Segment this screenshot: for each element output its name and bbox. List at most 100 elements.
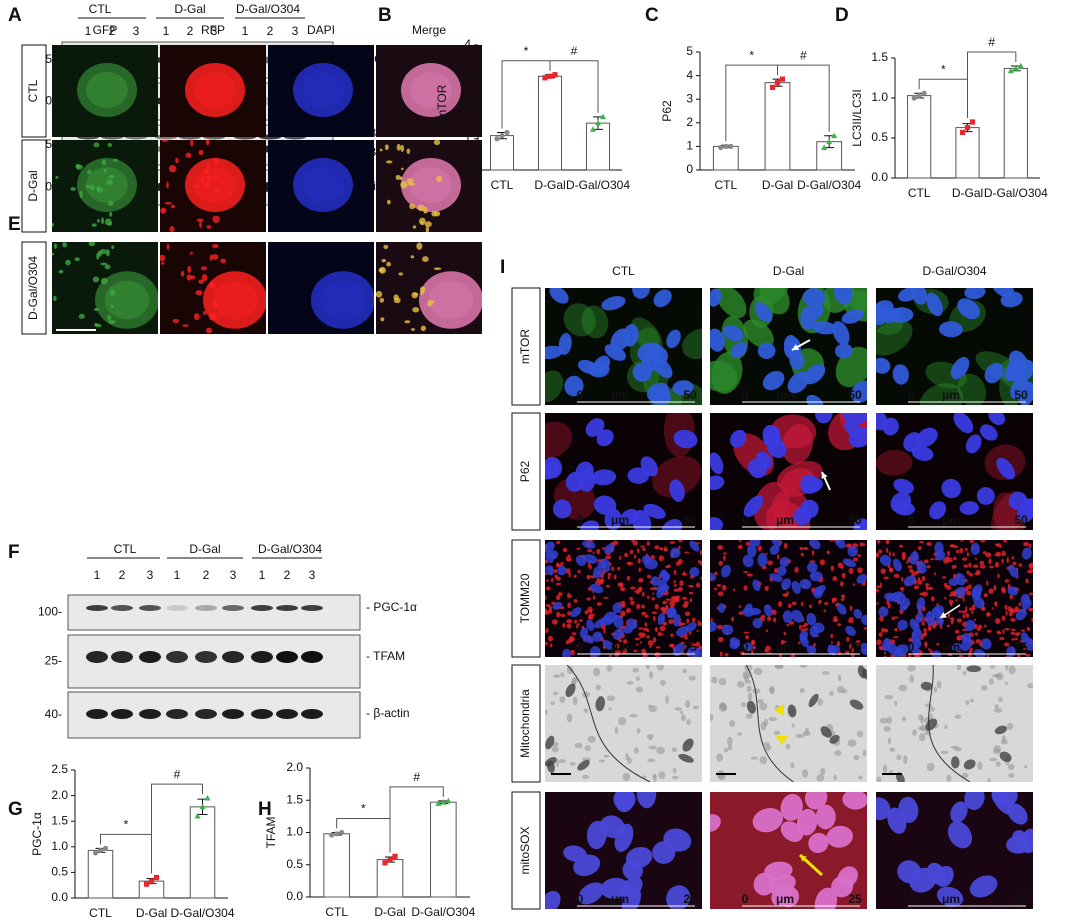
data-point [1007,67,1014,74]
cell-blob [746,573,753,577]
cell-blob [906,665,916,672]
band-label: - TFAM [366,649,405,663]
row-label: D-Gal [26,170,40,201]
cell-blob [794,566,799,573]
significance-bracket [389,786,444,853]
cell-blob [994,600,998,607]
cell-blob [842,558,857,568]
data-point [728,143,734,149]
cell-blob [107,314,112,321]
cell-blob [384,144,389,151]
cell-blob [381,258,387,263]
cell-blob [716,753,724,762]
cell-blob [1001,558,1004,564]
column-heading: GFP [93,23,118,37]
panel-label: A [8,5,22,26]
cell-blob [994,561,999,568]
cell-blob [998,696,1003,702]
cell-blob [893,478,915,494]
cell-blob [898,796,919,824]
scale-bar-label: μm [611,388,629,402]
cell-blob [545,603,551,607]
significance-mark: # [800,48,807,62]
cell-blob [1008,564,1019,578]
cell-blob [729,637,741,648]
cell-blob [575,624,579,629]
cell-blob [619,587,626,592]
cell-blob [1018,563,1022,567]
cell-blob [853,557,859,562]
x-tick-label: D-Gal [136,906,167,920]
cell-blob [926,541,932,546]
cell-blob [571,632,577,635]
cell-blob [974,632,978,636]
cell-blob [552,499,572,519]
cell-blob [688,631,692,635]
cell-blob [612,602,623,614]
data-point [779,76,786,82]
cell-blob [386,261,391,267]
cell-blob [89,184,95,191]
cell-blob [898,288,919,302]
cell-blob [1018,602,1022,607]
cell-blob [652,773,657,782]
cell-blob [607,572,612,576]
cell-blob [576,547,581,550]
cell-blob [436,175,443,183]
cell-blob [546,579,549,582]
cell-blob [212,280,258,320]
scale-bar-label: 25 [848,892,862,906]
blot-band [276,605,298,611]
cell-blob [641,611,647,616]
cell-blob [783,631,787,636]
cell-blob [652,592,655,595]
cell-blob [823,609,826,613]
cell-blob [648,745,658,750]
cell-blob [927,586,934,591]
cell-blob [684,611,691,617]
lane-number: 1 [242,24,249,38]
cell-blob [757,552,768,567]
cell-blob [660,607,667,612]
cell-blob [416,242,423,250]
cell-blob [418,217,426,226]
cell-blob [104,280,150,320]
cell-blob [581,774,590,779]
cell-blob [847,546,859,557]
cell-blob [787,704,797,718]
scale-bar-label: μm [776,388,794,402]
cell-blob [721,584,727,591]
cell-blob [965,547,968,552]
cell-blob [883,651,887,655]
row-label-box [21,139,47,233]
cell-blob [710,814,721,832]
cell-blob [849,605,853,611]
cell-blob [213,314,217,320]
cell-blob [599,580,604,585]
cell-blob [618,717,627,726]
cell-blob [1027,569,1033,574]
cell-blob [799,630,808,642]
cell-blob [686,618,690,624]
cell-blob [988,678,994,685]
cell-blob [898,684,908,692]
cell-blob [554,574,558,579]
cell-blob [976,487,995,505]
cell-blob [689,591,694,595]
cell-blob [577,359,599,375]
cell-blob [1007,586,1019,596]
cell-blob [800,474,819,494]
data-point [102,845,109,851]
cell-blob [568,572,571,578]
cell-blob [941,576,947,579]
cell-blob [560,562,565,565]
y-tick-label: 0.0 [871,170,888,184]
cell-blob [878,606,889,618]
cell-blob [691,617,696,623]
cell-blob [845,625,856,636]
cell-blob [781,578,792,591]
cell-blob [909,618,920,632]
data-point [723,143,729,149]
x-tick-label: CTL [491,178,514,192]
cell-blob [722,324,744,342]
